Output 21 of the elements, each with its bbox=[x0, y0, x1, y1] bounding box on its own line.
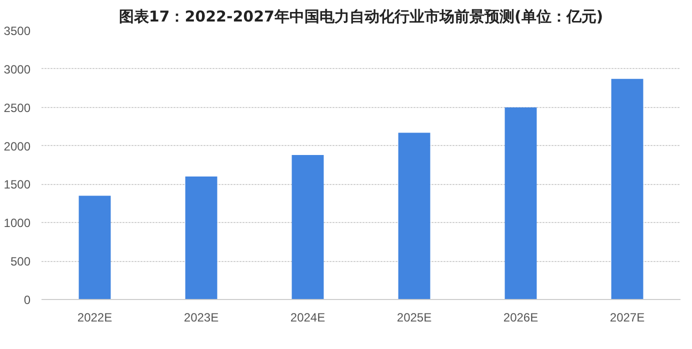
y-tick-label: 1000 bbox=[4, 216, 31, 230]
bar bbox=[398, 132, 430, 300]
bar bbox=[185, 176, 218, 300]
x-tick-label: 2027E bbox=[610, 310, 645, 324]
y-tick-label: 3500 bbox=[4, 24, 31, 38]
x-tick-label: 2022E bbox=[77, 310, 112, 324]
y-tick-label: 2500 bbox=[4, 100, 31, 115]
x-tick-label: 2026E bbox=[503, 310, 538, 324]
y-tick-label: 500 bbox=[10, 254, 31, 269]
x-tick-label: 2025E bbox=[396, 310, 432, 324]
x-tick-label: 2024E bbox=[290, 310, 326, 324]
bar bbox=[78, 196, 111, 300]
y-tick-label: 0 bbox=[24, 293, 31, 307]
y-tick-label: 2000 bbox=[4, 139, 31, 154]
y-tick-label: 3000 bbox=[4, 62, 31, 76]
x-tick-label: 2023E bbox=[184, 310, 219, 324]
y-tick-label: 1500 bbox=[4, 178, 31, 192]
bar bbox=[611, 78, 644, 300]
bar bbox=[504, 107, 537, 300]
chart-title: 图表17：2022-2027年中国电力自动化行业市场前景预测(单位：亿元) bbox=[118, 8, 604, 26]
bar bbox=[292, 155, 324, 300]
